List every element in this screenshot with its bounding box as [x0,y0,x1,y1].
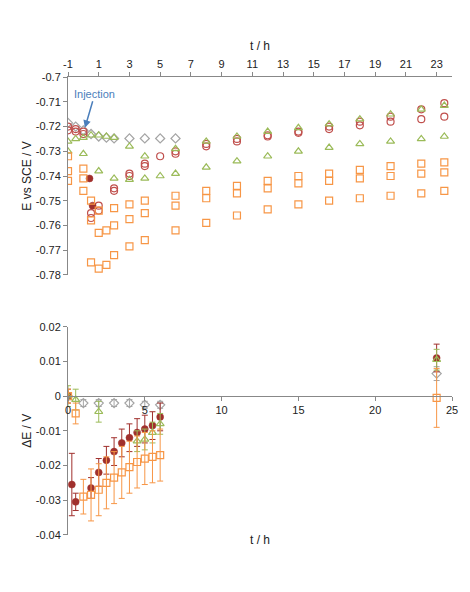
svg-text:1: 1 [96,58,102,70]
svg-text:5: 5 [142,404,148,416]
svg-text:-0.78: -0.78 [36,269,61,281]
svg-text:t / h: t / h [250,533,270,547]
svg-text:0.02: 0.02 [39,321,60,333]
svg-text:-0.01: -0.01 [36,425,61,437]
svg-text:-0.03: -0.03 [36,494,61,506]
svg-text:-0.77: -0.77 [36,244,61,256]
svg-text:t / h: t / h [250,39,270,53]
svg-text:10: 10 [215,404,227,416]
svg-text:21: 21 [400,58,412,70]
svg-text:-0.7: -0.7 [42,71,61,83]
svg-text:3: 3 [126,58,132,70]
svg-text:25: 25 [446,404,458,416]
svg-text:E vs SCE / V: E vs SCE / V [20,141,34,210]
svg-text:23: 23 [431,58,443,70]
svg-text:0: 0 [65,404,71,416]
svg-text:7: 7 [188,58,194,70]
svg-text:-0.73: -0.73 [36,145,61,157]
svg-text:ΔE / V: ΔE / V [20,414,34,448]
svg-text:9: 9 [219,58,225,70]
svg-text:5: 5 [157,58,163,70]
svg-text:19: 19 [369,58,381,70]
svg-text:-0.74: -0.74 [36,170,61,182]
svg-text:-1: -1 [63,58,73,70]
svg-text:-0.72: -0.72 [36,120,61,132]
svg-text:0.01: 0.01 [39,355,60,367]
svg-text:13: 13 [277,58,289,70]
svg-text:-0.71: -0.71 [36,96,61,108]
svg-text:-0.02: -0.02 [36,459,61,471]
svg-text:-0.04: -0.04 [36,529,61,541]
svg-text:11: 11 [247,58,258,70]
svg-text:20: 20 [369,404,381,416]
svg-text:15: 15 [292,404,304,416]
svg-text:Injection: Injection [74,88,115,100]
svg-text:-0.76: -0.76 [36,219,61,231]
svg-text:0: 0 [55,390,61,402]
svg-text:-0.75: -0.75 [36,195,61,207]
svg-text:15: 15 [308,58,320,70]
svg-text:17: 17 [338,58,350,70]
